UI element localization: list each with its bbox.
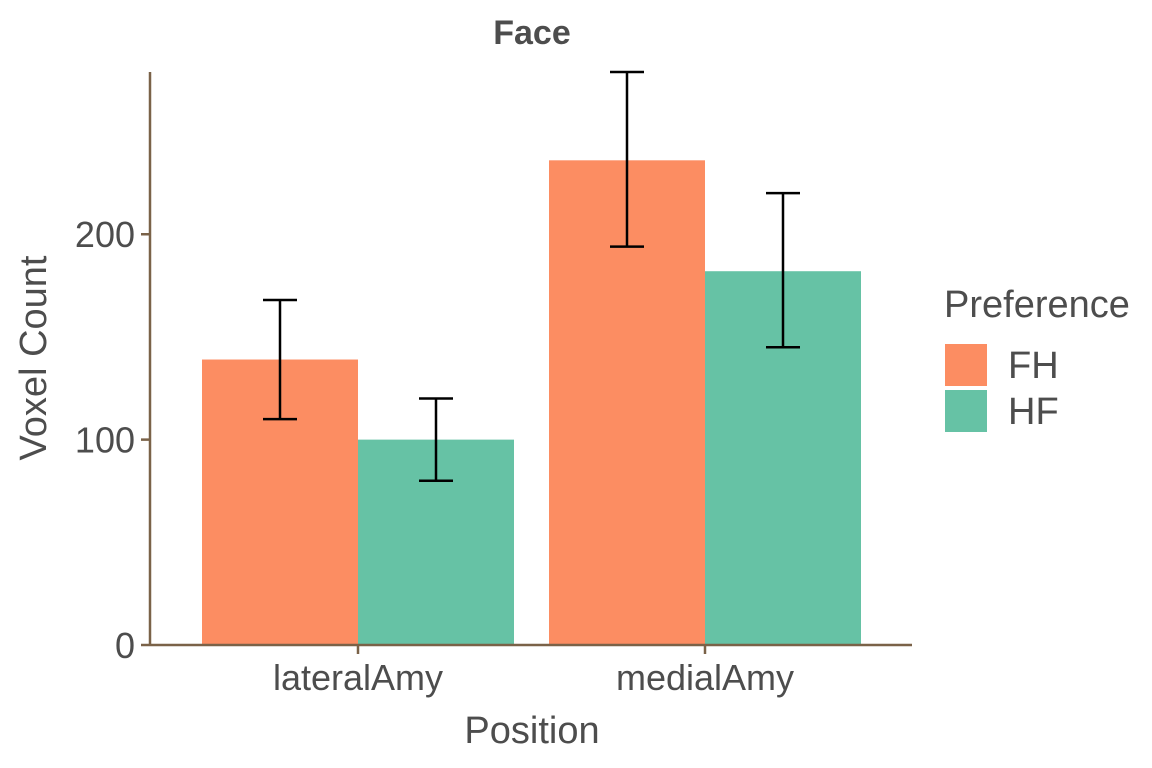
legend-title: Preference xyxy=(944,284,1130,326)
bars-layer xyxy=(202,160,861,645)
y-tick-label: 100 xyxy=(75,420,135,461)
legend-label-hf: HF xyxy=(1008,391,1059,433)
errorbar-fh-lateralamy xyxy=(263,298,297,421)
legend-label-fh: FH xyxy=(1008,345,1059,387)
legend: Preference FH HF xyxy=(944,284,1130,433)
errorbar-fh-medialamy xyxy=(610,70,644,248)
errorbar-hf-lateralamy xyxy=(419,397,453,482)
x-ticks: lateralAmy medialAmy xyxy=(273,645,794,698)
x-tick-label-medialamy: medialAmy xyxy=(616,657,794,698)
x-tick-label-lateralamy: lateralAmy xyxy=(273,657,443,698)
y-axis-title: Voxel Count xyxy=(13,255,55,460)
legend-swatch-hf xyxy=(945,390,987,432)
y-ticks: 0 100 200 xyxy=(75,214,150,666)
chart-title: Face xyxy=(493,14,571,52)
errorbars-layer xyxy=(263,70,800,482)
errorbar-hf-medialamy xyxy=(766,191,800,349)
x-axis-title: Position xyxy=(464,710,599,752)
y-tick-label: 0 xyxy=(115,625,135,666)
legend-swatch-fh xyxy=(945,344,987,386)
y-tick-label: 200 xyxy=(75,214,135,255)
